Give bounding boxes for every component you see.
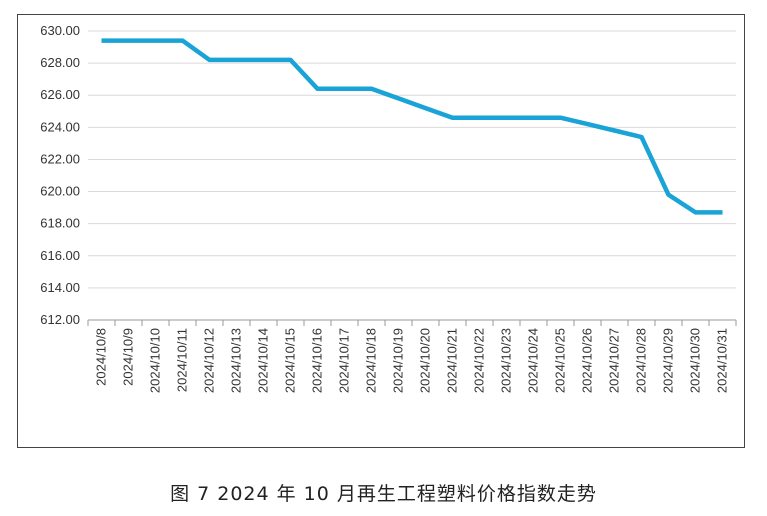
x-tick-label: 2024/10/24 xyxy=(526,328,541,393)
figure-caption: 图 7 2024 年 10 月再生工程塑料价格指数走势 xyxy=(170,483,597,505)
x-tick-label: 2024/10/12 xyxy=(202,328,217,393)
x-tick-label: 2024/10/16 xyxy=(310,328,325,393)
y-axis-ticks: 612.00 614.00 616.00 618.00 620.00 622.00 624.… xyxy=(40,23,80,327)
x-tick-label: 2024/10/20 xyxy=(418,328,433,393)
x-tick-label: 2024/10/23 xyxy=(499,328,514,393)
x-tick-label: 2024/10/21 xyxy=(445,328,460,393)
y-tick-label: 622.00 xyxy=(40,151,80,166)
y-tick-label: 626.00 xyxy=(40,87,80,102)
x-tick-label: 2024/10/11 xyxy=(175,328,190,392)
series-line xyxy=(101,38,723,215)
y-tick-label: 620.00 xyxy=(40,184,80,199)
y-tick-label: 612.00 xyxy=(40,312,80,327)
x-tick-label: 2024/10/28 xyxy=(634,328,649,393)
x-axis-ticks: 2024/10/8 2024/10/9 2024/10/10 2024/10/11 20… xyxy=(94,328,730,393)
x-tick-label: 2024/10/30 xyxy=(688,328,703,393)
y-tick-label: 630.00 xyxy=(40,23,80,38)
x-tick-label: 2024/10/18 xyxy=(364,328,379,393)
x-tick-label: 2024/10/13 xyxy=(229,328,244,393)
y-tick-label: 616.00 xyxy=(40,248,80,263)
x-tick-label: 2024/10/19 xyxy=(391,328,406,393)
x-tick-label: 2024/10/15 xyxy=(283,328,298,393)
x-tick-label: 2024/10/10 xyxy=(148,328,163,393)
y-tick-label: 614.00 xyxy=(40,280,80,295)
x-tick-label: 2024/10/17 xyxy=(337,328,352,393)
y-tick-label: 618.00 xyxy=(40,216,80,231)
gridlines xyxy=(87,30,737,326)
x-tick-label: 2024/10/26 xyxy=(580,328,595,393)
chart-frame: 612.00 614.00 616.00 618.00 620.00 622.00 624.… xyxy=(17,14,745,448)
x-tick-label: 2024/10/22 xyxy=(472,328,487,393)
line-chart: 612.00 614.00 616.00 618.00 620.00 622.00 624.… xyxy=(40,23,737,393)
x-tick-label: 2024/10/29 xyxy=(661,328,676,393)
series-layer xyxy=(101,38,723,215)
x-tick-label: 2024/10/25 xyxy=(553,328,568,393)
x-tick-label: 2024/10/14 xyxy=(256,328,271,393)
y-tick-label: 628.00 xyxy=(40,55,80,70)
x-tick-label: 2024/10/9 xyxy=(121,328,136,386)
x-tick-label: 2024/10/8 xyxy=(94,328,109,386)
x-tick-label: 2024/10/31 xyxy=(715,328,730,393)
y-tick-label: 624.00 xyxy=(40,119,80,134)
x-tick-label: 2024/10/27 xyxy=(607,328,622,393)
